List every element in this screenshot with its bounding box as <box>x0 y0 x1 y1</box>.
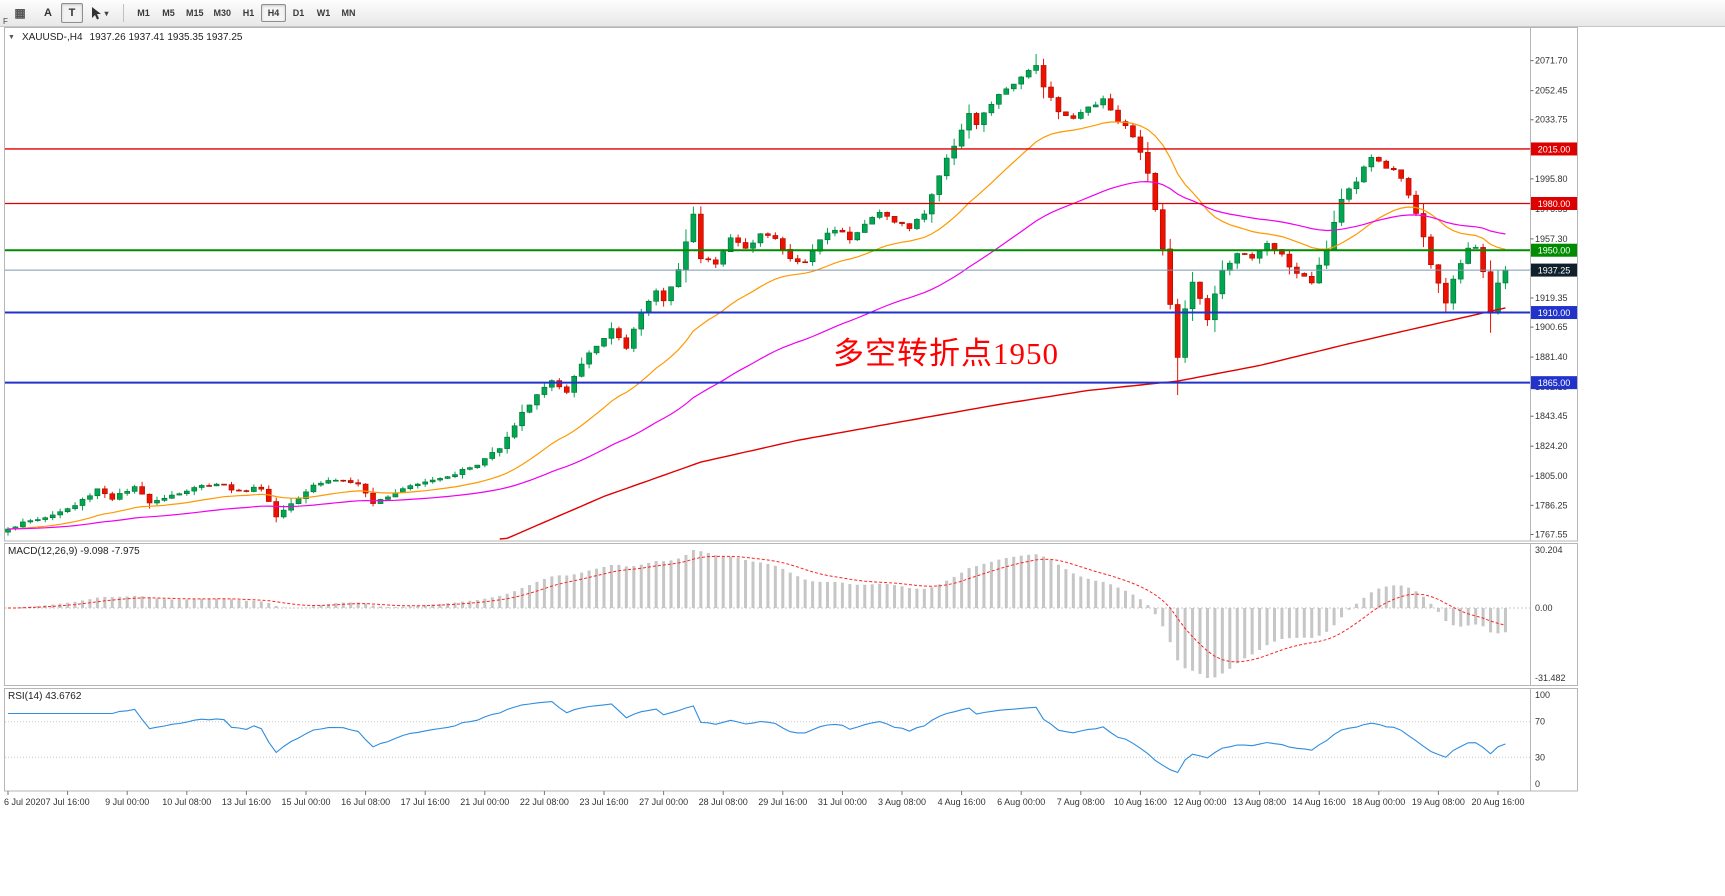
svg-text:12 Aug 00:00: 12 Aug 00:00 <box>1173 797 1226 807</box>
svg-text:22 Jul 08:00: 22 Jul 08:00 <box>520 797 569 807</box>
svg-text:1980.00: 1980.00 <box>1538 199 1571 209</box>
rsi-indicator-label: RSI(14) 43.6762 <box>8 691 82 702</box>
collapse-icon[interactable]: ▼ <box>8 34 15 41</box>
svg-text:7 Aug 08:00: 7 Aug 08:00 <box>1057 797 1105 807</box>
timeframe-button-h4[interactable]: H4 <box>261 4 287 22</box>
svg-text:30.204: 30.204 <box>1535 545 1563 555</box>
timeframe-button-h1[interactable]: H1 <box>236 4 261 22</box>
text-tool-button[interactable]: T <box>61 3 83 23</box>
svg-text:1937.25: 1937.25 <box>1538 266 1571 276</box>
timeframe-button-m15[interactable]: M15 <box>181 4 209 22</box>
svg-text:20 Aug 16:00: 20 Aug 16:00 <box>1471 797 1524 807</box>
svg-text:13 Jul 16:00: 13 Jul 16:00 <box>222 797 271 807</box>
svg-text:2015.00: 2015.00 <box>1538 144 1571 154</box>
ma-mid <box>7 180 1506 530</box>
svg-text:18 Aug 00:00: 18 Aug 00:00 <box>1352 797 1405 807</box>
toolbar-separator <box>123 4 124 22</box>
timeframe-button-m30[interactable]: M30 <box>209 4 237 22</box>
price-scale[interactable]: 2071.702052.452033.752015.051995.801976.… <box>1530 56 1578 540</box>
svg-text:1865.00: 1865.00 <box>1538 378 1571 388</box>
svg-text:19 Aug 08:00: 19 Aug 08:00 <box>1412 797 1465 807</box>
text-label-tool-button[interactable]: A <box>37 3 59 23</box>
macd-signal-line <box>8 555 1506 663</box>
svg-text:-31.482: -31.482 <box>1535 673 1566 683</box>
chart-window[interactable]: 2071.702052.452033.752015.051995.801976.… <box>0 27 1578 812</box>
cursor-icon <box>92 6 102 19</box>
svg-text:1900.65: 1900.65 <box>1535 322 1568 332</box>
svg-text:30: 30 <box>1535 752 1545 762</box>
svg-text:16 Jul 08:00: 16 Jul 08:00 <box>341 797 390 807</box>
arrows-tool-button[interactable]: ▾ <box>85 2 115 24</box>
macd-panel <box>5 550 1530 678</box>
svg-text:1919.35: 1919.35 <box>1535 293 1568 303</box>
svg-text:21 Jul 00:00: 21 Jul 00:00 <box>460 797 509 807</box>
svg-text:27 Jul 00:00: 27 Jul 00:00 <box>639 797 688 807</box>
timeframe-button-d1[interactable]: D1 <box>286 4 311 22</box>
svg-text:1957.30: 1957.30 <box>1535 234 1568 244</box>
svg-text:17 Jul 16:00: 17 Jul 16:00 <box>401 797 450 807</box>
svg-text:15 Jul 00:00: 15 Jul 00:00 <box>281 797 330 807</box>
svg-text:31 Jul 00:00: 31 Jul 00:00 <box>818 797 867 807</box>
svg-text:1786.25: 1786.25 <box>1535 500 1568 510</box>
symbol-timeframe-label: XAUUSD-,H4 <box>21 32 83 43</box>
svg-text:1824.20: 1824.20 <box>1535 441 1568 451</box>
svg-text:1767.55: 1767.55 <box>1535 529 1568 539</box>
svg-text:1843.45: 1843.45 <box>1535 411 1568 421</box>
svg-text:1950.00: 1950.00 <box>1538 246 1571 256</box>
svg-text:14 Aug 16:00: 14 Aug 16:00 <box>1293 797 1346 807</box>
ma-fast <box>7 121 1506 530</box>
panel-frames <box>4 27 1578 792</box>
svg-text:6 Aug 00:00: 6 Aug 00:00 <box>997 797 1045 807</box>
svg-text:4 Aug 16:00: 4 Aug 16:00 <box>938 797 986 807</box>
svg-text:28 Jul 08:00: 28 Jul 08:00 <box>699 797 748 807</box>
svg-text:7 Jul 16:00: 7 Jul 16:00 <box>46 797 90 807</box>
price-levels[interactable] <box>5 148 1530 384</box>
timeframe-button-m5[interactable]: M5 <box>156 4 181 22</box>
time-axis[interactable]: 6 Jul 2020 7 Jul 16:00 9 Jul 00:00 10 Jul 0… <box>4 791 1525 807</box>
svg-text:2033.75: 2033.75 <box>1535 115 1568 125</box>
svg-text:2071.70: 2071.70 <box>1535 56 1568 66</box>
timeframe-toolbar: M1 M5 M15 M30 H1 H4 D1 W1 MN <box>131 4 361 22</box>
svg-text:6 Jul 2020: 6 Jul 2020 <box>4 797 46 807</box>
timeframe-button-w1[interactable]: W1 <box>311 4 336 22</box>
svg-text:23 Jul 16:00: 23 Jul 16:00 <box>579 797 628 807</box>
macd-scale[interactable]: 30.204 0.00 -31.482 <box>1535 545 1566 683</box>
svg-text:2052.45: 2052.45 <box>1535 86 1568 96</box>
chart-canvas[interactable]: 2071.702052.452033.752015.051995.801976.… <box>0 27 1578 812</box>
moving-averages <box>7 121 1506 540</box>
svg-text:0: 0 <box>1535 779 1540 789</box>
macd-indicator-label: MACD(12,26,9) -9.098 -7.975 <box>8 546 140 557</box>
svg-text:3 Aug 08:00: 3 Aug 08:00 <box>878 797 926 807</box>
candlesticks <box>5 53 1509 536</box>
svg-text:100: 100 <box>1535 690 1550 700</box>
svg-text:1881.40: 1881.40 <box>1535 352 1568 362</box>
chart-title: ▼ XAUUSD-,H4 1937.26 1937.41 1935.35 193… <box>8 32 242 43</box>
chevron-down-icon: ▾ <box>104 8 109 18</box>
grid-icon: ▦ <box>14 6 26 20</box>
svg-text:10 Aug 16:00: 10 Aug 16:00 <box>1114 797 1167 807</box>
ohlc-values: 1937.26 1937.41 1935.35 1937.25 <box>89 32 243 43</box>
svg-text:9 Jul 00:00: 9 Jul 00:00 <box>105 797 149 807</box>
grid-tool-button[interactable]: ▦ <box>5 2 35 24</box>
main-toolbar: ▦ A T ▾ M1 M5 M15 M30 H1 H4 D1 W1 MN F <box>0 0 1725 27</box>
svg-text:0.00: 0.00 <box>1535 603 1553 613</box>
svg-text:1995.80: 1995.80 <box>1535 174 1568 184</box>
chart-annotation-text[interactable]: 多空转折点1950 <box>833 336 1059 371</box>
timeframe-button-mn[interactable]: MN <box>336 4 361 22</box>
svg-text:29 Jul 16:00: 29 Jul 16:00 <box>758 797 807 807</box>
svg-text:10 Jul 08:00: 10 Jul 08:00 <box>162 797 211 807</box>
timeframe-button-m1[interactable]: M1 <box>131 4 156 22</box>
svg-text:13 Aug 08:00: 13 Aug 08:00 <box>1233 797 1286 807</box>
svg-text:1805.00: 1805.00 <box>1535 471 1568 481</box>
rsi-scale[interactable]: 100 70 30 0 <box>1535 690 1550 789</box>
rsi-line <box>8 701 1506 774</box>
svg-text:1910.00: 1910.00 <box>1538 308 1571 318</box>
rsi-panel <box>5 701 1530 774</box>
ma-slow <box>499 307 1506 540</box>
svg-text:70: 70 <box>1535 717 1545 727</box>
f-key-label: F <box>3 17 8 26</box>
